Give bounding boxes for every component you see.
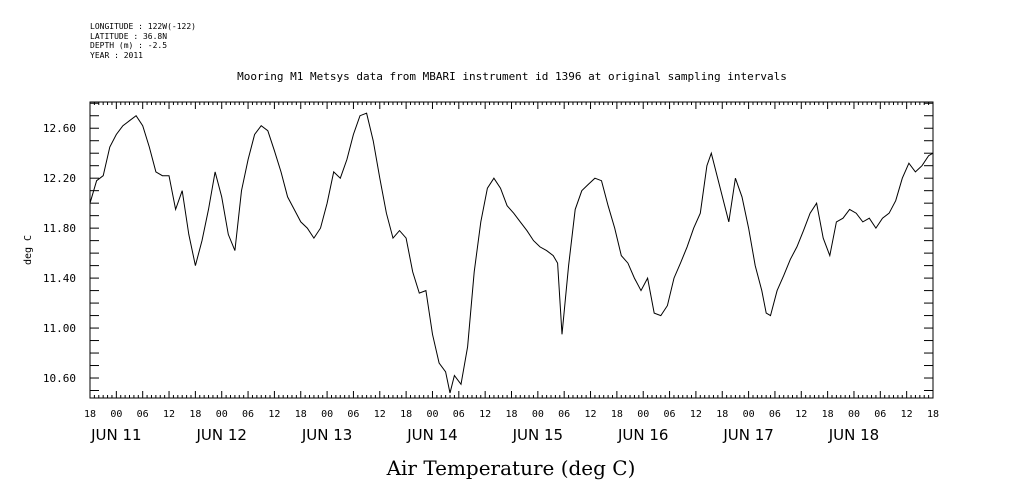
x-tick-label: 00 — [321, 409, 333, 420]
y-tick-label: 12.60 — [43, 122, 76, 135]
x-axis-label: Air Temperature (deg C) — [386, 456, 636, 480]
x-tick-label: 12 — [795, 409, 807, 420]
chart-title: Mooring M1 Metsys data from MBARI instru… — [237, 70, 787, 83]
x-tick-label: 06 — [769, 409, 781, 420]
plot-frame — [89, 101, 934, 399]
year-text: YEAR : 2011 — [90, 50, 143, 60]
x-tick-label: 12 — [479, 409, 491, 420]
y-tick-label: 12.20 — [43, 172, 76, 185]
x-tick-label: 00 — [637, 409, 649, 420]
x-tick-label: 18 — [505, 409, 517, 420]
x-tick-label: 06 — [558, 409, 570, 420]
x-tick-label: 00 — [426, 409, 438, 420]
longitude-text: LONGITUDE : 122W(-122) — [90, 22, 196, 31]
x-tick-label: 18 — [84, 409, 96, 420]
x-day-label: JUN 13 — [301, 426, 352, 444]
depth-text: DEPTH (m) : -2.5 — [90, 41, 168, 50]
x-tick-label: 00 — [216, 409, 228, 420]
y-tick-label: 11.00 — [43, 322, 76, 335]
x-tick-labels: 18 00 06 12 18 00 06 12 18 00 06 12 18 00 06 12 18 00 06 12… — [84, 409, 939, 420]
x-tick-label: 00 — [743, 409, 755, 420]
y-tick-labels: 10.60 11.00 11.40 11.80 12.20 12.60 — [43, 122, 76, 385]
x-tick-label: 06 — [664, 409, 676, 420]
x-tick-label: 18 — [189, 409, 201, 420]
x-tick-label: 12 — [374, 409, 386, 420]
latitude-text: LATITUDE : 36.8N — [90, 31, 168, 41]
x-tick-label: 06 — [347, 409, 359, 420]
x-day-label: JUN 11 — [90, 426, 141, 444]
x-tick-label: 12 — [163, 409, 175, 420]
x-tick-label: 18 — [295, 409, 307, 420]
series-line — [89, 112, 934, 394]
y-tick-label: 10.60 — [43, 372, 76, 385]
axis-ticks — [89, 102, 934, 398]
x-tick-label: 00 — [110, 409, 122, 420]
x-day-labels: JUN 11 JUN 12 JUN 13 JUN 14 JUN 15 JUN 16 JUN … — [90, 426, 879, 444]
x-tick-label: 00 — [848, 409, 860, 420]
x-day-label: JUN 17 — [722, 426, 773, 444]
x-tick-label: 00 — [532, 409, 544, 420]
x-tick-label: 06 — [137, 409, 149, 420]
x-day-label: JUN 12 — [195, 426, 246, 444]
x-day-label: JUN 16 — [617, 426, 668, 444]
x-tick-label: 12 — [690, 409, 702, 420]
x-day-label: JUN 18 — [828, 426, 879, 444]
x-tick-label: 18 — [716, 409, 728, 420]
x-day-label: JUN 15 — [512, 426, 563, 444]
x-tick-label: 12 — [585, 409, 597, 420]
x-tick-label: 06 — [874, 409, 886, 420]
x-tick-label: 18 — [822, 409, 834, 420]
x-tick-label: 18 — [611, 409, 623, 420]
y-tick-label: 11.80 — [43, 222, 76, 235]
x-tick-label: 12 — [901, 409, 913, 420]
metadata-block: LONGITUDE : 122W(-122) LATITUDE : 36.8N … — [90, 22, 196, 60]
x-tick-label: 06 — [453, 409, 465, 420]
x-tick-label: 06 — [242, 409, 254, 420]
x-tick-label: 18 — [400, 409, 412, 420]
y-tick-label: 11.40 — [43, 272, 76, 285]
x-tick-label: 18 — [927, 409, 939, 420]
y-axis-label: deg C — [23, 235, 34, 265]
x-tick-label: 12 — [268, 409, 280, 420]
x-day-label: JUN 14 — [406, 426, 457, 444]
